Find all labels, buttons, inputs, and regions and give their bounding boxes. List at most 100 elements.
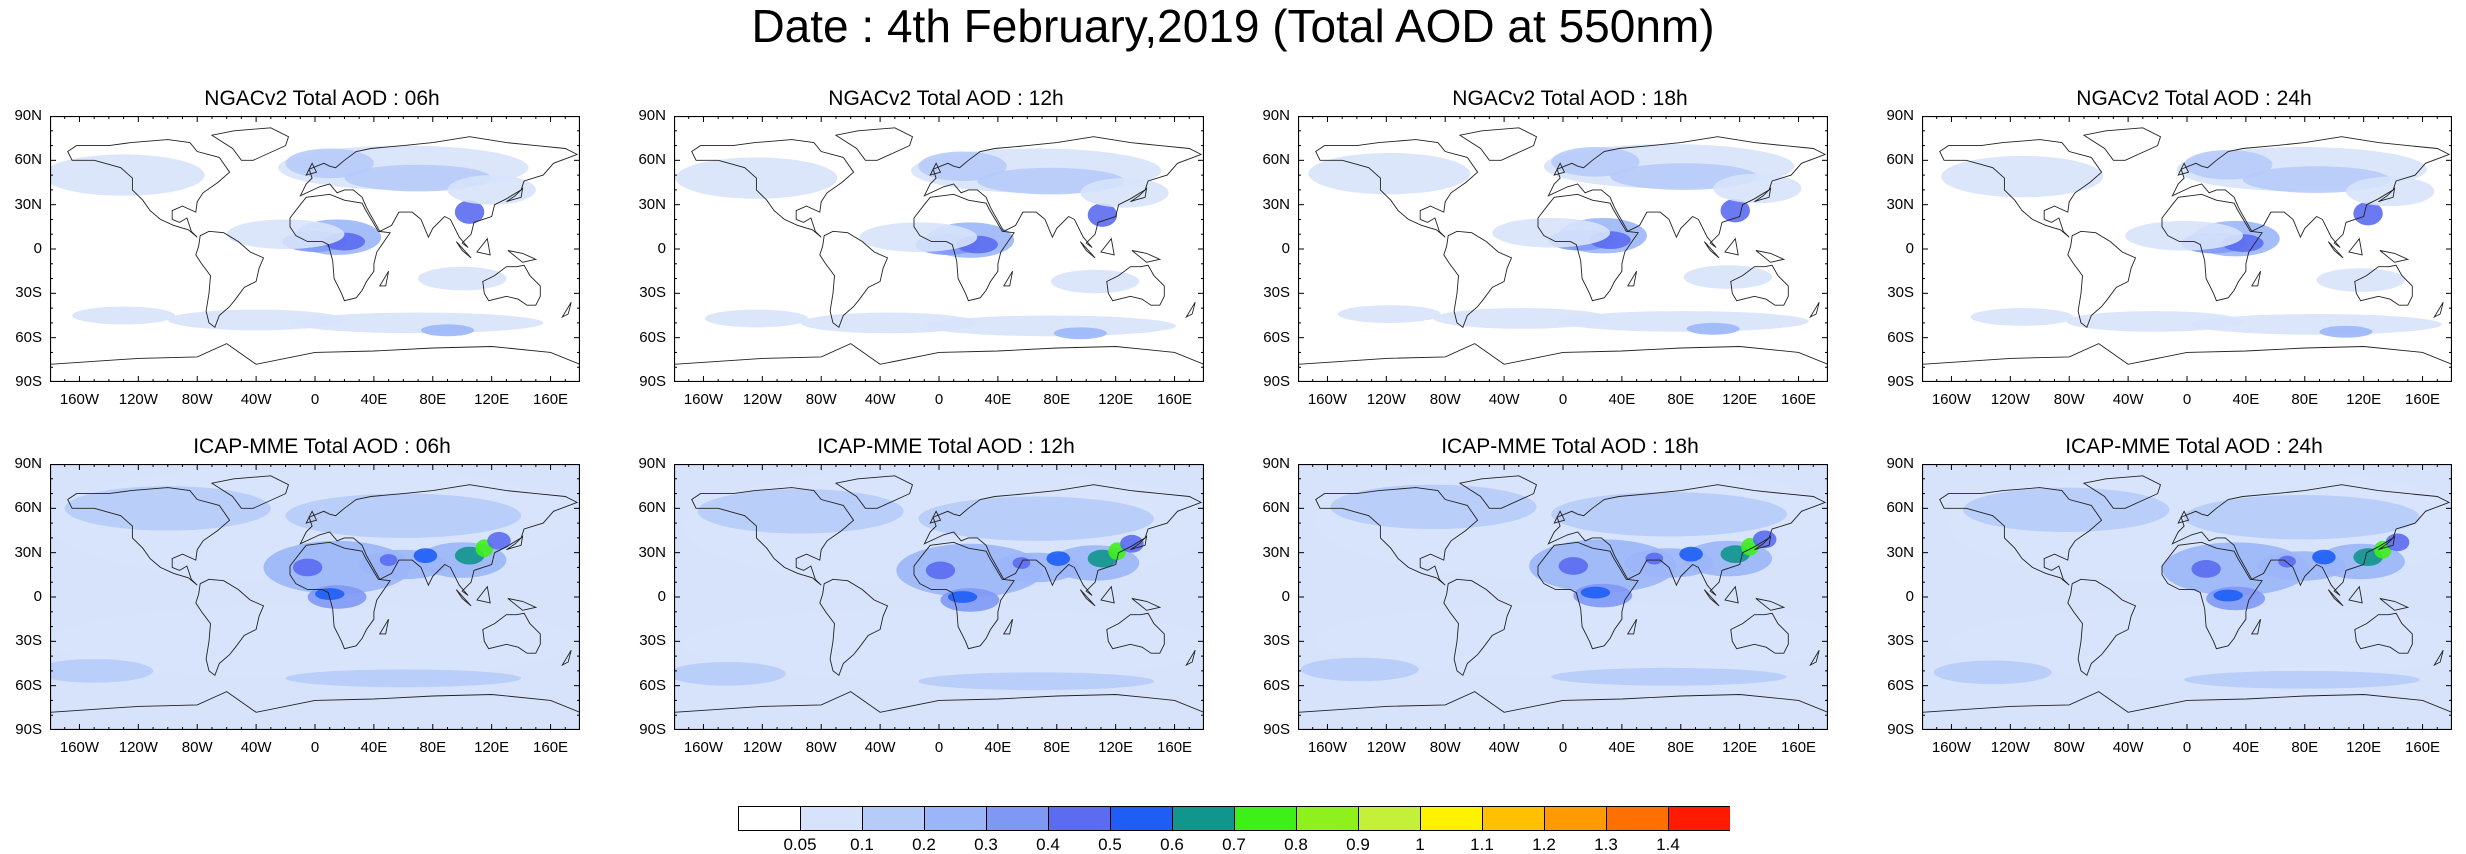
aod-contour-patch	[1645, 552, 1664, 565]
lat-label: 30S	[15, 284, 42, 302]
aod-contour-patch	[50, 604, 580, 679]
lat-label: 30S	[1887, 632, 1914, 650]
lon-label: 40W	[1488, 739, 1520, 756]
coastline	[1922, 343, 2452, 382]
figure-title: Date : 4th February,2019 (Total AOD at 5…	[751, 0, 1715, 52]
aod-contour-patch	[1558, 311, 1809, 332]
lon-label: 120W	[118, 739, 158, 756]
coastline	[1730, 612, 1789, 654]
coastline	[1754, 187, 1772, 203]
aod-contour-patch	[72, 306, 176, 325]
lon-label: 160E	[1781, 391, 1817, 408]
lon-label: 120W	[742, 391, 782, 408]
aod-contour-patch	[1330, 484, 1537, 530]
colorbar-swatch	[800, 806, 863, 831]
lon-label: 80W	[805, 391, 837, 408]
aod-contour-patch	[1683, 265, 1773, 289]
lat-label: 90S	[1263, 721, 1290, 738]
coastline	[2171, 484, 2451, 596]
coastline	[2067, 230, 2137, 329]
lon-label: 0	[934, 391, 944, 408]
coastline	[1939, 139, 2103, 238]
panel-title: NGACv2 Total AOD : 12h	[828, 87, 1064, 110]
aod-contour-patch	[1308, 152, 1471, 195]
colorbar-label: 0.8	[1284, 835, 1308, 854]
colorbar-swatch	[1606, 806, 1669, 831]
lon-label: 80W	[181, 739, 213, 756]
aod-contour-patch	[285, 493, 522, 538]
aod-contour-patch	[418, 266, 507, 291]
aod-contour-patch	[487, 531, 511, 550]
aod-contour-patch	[421, 324, 474, 337]
coastline	[1537, 541, 1639, 650]
coastline	[1315, 487, 1479, 586]
aod-contour-patch	[859, 222, 978, 252]
aod-contour-patch	[925, 561, 956, 580]
lon-label: 0	[310, 391, 320, 408]
lon-label: 160W	[1931, 391, 1972, 408]
aod-contour-patch	[292, 558, 323, 577]
aod-contour-patch	[1492, 217, 1611, 248]
lon-label: 80E	[419, 739, 447, 756]
coastline	[482, 612, 541, 654]
aod-map	[50, 464, 580, 730]
panel-title: ICAP-MME Total AOD : 24h	[2065, 435, 2323, 458]
aod-contour-patch	[1046, 551, 1071, 566]
lon-label: 40E	[360, 739, 388, 756]
lat-label: 90N	[14, 107, 42, 124]
coastline	[1755, 250, 1786, 263]
colorbar-label: 1.4	[1656, 835, 1680, 854]
map-panel-icap-18: ICAP-MME Total AOD : 18h 90N 60N 30N 0 30S 60S…	[1254, 436, 1828, 766]
colorbar-label: 1	[1415, 835, 1425, 854]
aod-contour-patch	[1053, 327, 1107, 340]
colorbar-swatch	[1172, 806, 1235, 831]
colorbar	[738, 806, 1730, 831]
map-panel-ngac-24: NGACv2 Total AOD : 24h 90N 60N 30N 0 30S 60S 90…	[1878, 88, 2452, 418]
colorbar-label: 0.05	[783, 835, 817, 854]
colorbar-label: 0.7	[1222, 835, 1246, 854]
panel-title: NGACv2 Total AOD : 06h	[204, 87, 440, 110]
aod-contour-patch	[1120, 534, 1144, 553]
lon-label: 160W	[1931, 739, 1972, 756]
lon-label: 80E	[419, 391, 447, 408]
aod-contour-patch	[1080, 178, 1169, 208]
coastline	[2379, 250, 2410, 263]
lon-label: 0	[1558, 739, 1568, 756]
colorbar-swatch	[924, 806, 987, 831]
lat-label: 90N	[1262, 107, 1290, 124]
colorbar-swatch	[1668, 806, 1730, 831]
coastline	[1809, 301, 1820, 319]
colorbar-swatch	[738, 806, 801, 831]
lon-label: 40W	[2112, 391, 2144, 408]
coastlines	[50, 127, 580, 382]
coastline	[305, 162, 318, 176]
aod-map	[674, 116, 1204, 382]
lon-label: 120E	[1722, 739, 1758, 756]
lat-label: 60N	[1262, 499, 1290, 517]
lat-label: 30S	[1887, 284, 1914, 302]
lon-label: 40E	[360, 391, 388, 408]
aod-contour-patch	[2184, 495, 2420, 540]
aod-contour-patch	[918, 672, 1154, 691]
coastline	[1703, 589, 1720, 607]
map-panel-icap-24: ICAP-MME Total AOD : 24h 90N 60N 30N 0 30S 60S…	[1878, 436, 2452, 766]
lat-label: 30N	[1262, 543, 1290, 561]
aod-contour-patch	[704, 309, 808, 328]
coastline	[1298, 691, 1828, 730]
lon-label: 160W	[683, 739, 724, 756]
coastline	[561, 301, 572, 319]
coastline	[2433, 301, 2444, 319]
aod-contour-patch	[1558, 557, 1589, 575]
coastline	[1724, 237, 1739, 256]
coastline	[834, 475, 914, 509]
coastline	[2082, 127, 2162, 161]
coastline	[2327, 241, 2344, 259]
coastline	[2378, 187, 2396, 203]
coastlines	[1298, 475, 1828, 730]
coastline	[1315, 139, 1479, 238]
aod-contour-patch	[1087, 203, 1118, 227]
aod-contour-patch	[918, 151, 1007, 182]
coastline	[1298, 343, 1828, 382]
coastline	[929, 510, 942, 524]
lat-label: 30S	[639, 632, 666, 650]
